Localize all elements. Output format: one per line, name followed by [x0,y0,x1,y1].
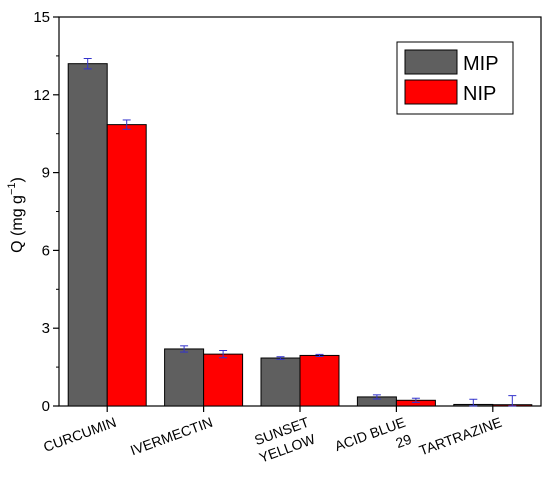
y-tick-label: 12 [33,87,50,104]
bar-mip [67,63,108,407]
y-axis-label-close: ) [9,177,26,182]
y-tick-label: 15 [33,9,50,26]
bar-nip [106,124,147,407]
x-tick-label-line: 29 [393,431,413,451]
x-tick-label: IVERMECTIN [128,414,215,459]
y-tick-label: 6 [42,242,50,259]
legend-label-nip: NIP [463,83,496,105]
x-tick-label-line: IVERMECTIN [128,414,215,459]
bar-nip [299,354,340,407]
bar-nip [203,353,244,407]
y-tick-label: 9 [42,165,50,182]
y-axis-label-main: Q (mg g [9,195,26,253]
legend-swatch-mip [404,49,458,75]
bar-mip [260,357,301,407]
x-tick-label: ACID BLUE29 [332,414,413,471]
y-tick-label: 0 [42,398,50,415]
x-tick-label-line: ACID BLUE [332,414,407,454]
x-tick-label-line: CURCUMIN [41,414,118,455]
x-tick-label-line: TARTRAZINE [417,414,504,459]
x-tick-label: TARTRAZINE [417,414,504,459]
legend-label-mip: MIP [463,53,499,75]
x-tick-label: CURCUMIN [41,414,118,455]
legend: MIP NIP [396,41,514,115]
bar-mip [164,348,205,407]
y-axis-label-superscript: −1 [6,182,18,195]
legend-swatch-nip [404,79,458,105]
y-axis-label: Q (mg g−1) [6,177,26,253]
y-tick-label: 3 [42,320,50,337]
x-tick-label: SUNSETYELLOW [251,414,318,466]
